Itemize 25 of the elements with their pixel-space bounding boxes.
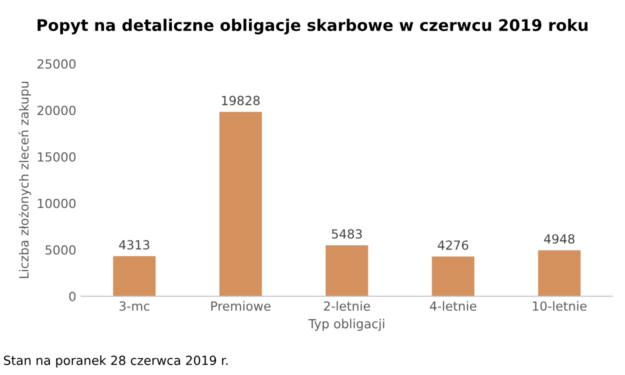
data-label: 5483	[332, 229, 362, 239]
y-tick-label: 0	[69, 292, 76, 302]
y-tick-label: 25000	[38, 59, 76, 69]
x-tick-label: Premiowe	[211, 301, 270, 311]
bar	[219, 112, 262, 296]
data-label: 4948	[544, 234, 574, 244]
y-axis-title: Liczba złożonych zleceń zakupu	[18, 82, 32, 278]
data-label: 19828	[222, 96, 260, 106]
y-tick-label: 10000	[38, 198, 76, 208]
bar	[326, 245, 368, 296]
y-tick-label: 5000	[46, 245, 76, 255]
y-tick-label: 15000	[38, 152, 76, 162]
x-axis-title: Typ obligacji	[308, 318, 384, 331]
x-tick-label: 2-letnie	[324, 301, 370, 311]
bar	[113, 256, 156, 296]
x-tick-label: 10-letnie	[532, 301, 586, 311]
bar	[538, 250, 581, 296]
x-tick-label: 4-letnie	[430, 301, 476, 311]
bar	[432, 256, 474, 296]
y-tick-label: 20000	[38, 106, 76, 116]
x-tick-label: 3-mc	[120, 301, 150, 311]
data-label: 4313	[119, 240, 150, 250]
text: Stan na poranek 28 czerwca 2019 r.	[4, 355, 228, 368]
chart-title: Popyt na detaliczne obligacje skarbowe w czerwcu 2019 roku	[38, 18, 588, 34]
data-label: 4276	[438, 240, 468, 250]
